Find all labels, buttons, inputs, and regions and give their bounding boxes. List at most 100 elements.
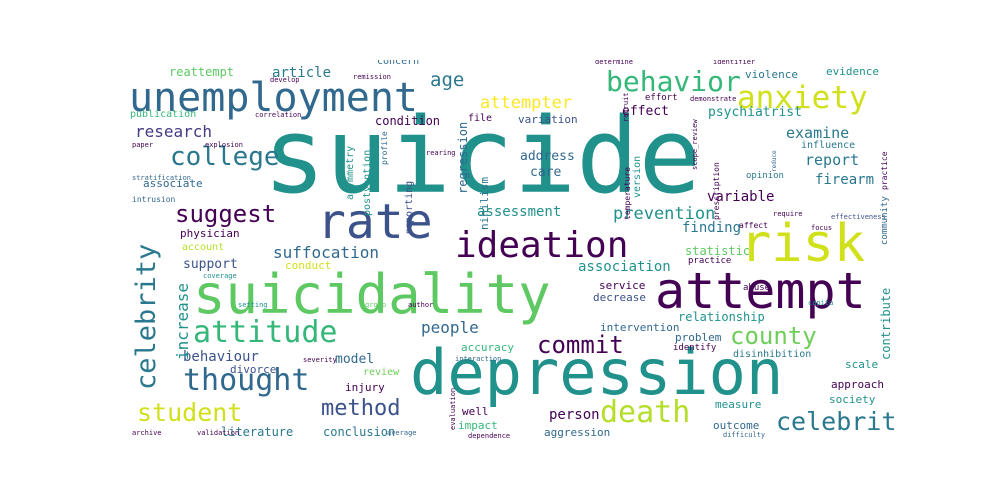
word-reattempt: reattempt (169, 65, 235, 79)
word-setting: focus (811, 224, 833, 232)
word-dependence: dependence (468, 432, 511, 440)
word-associate: associate (143, 177, 203, 190)
word-depression: depression (410, 336, 784, 409)
word-coverage: setting (238, 301, 268, 309)
word-scope-review-vertical: scope_review (691, 119, 699, 170)
word-difficulty: average (387, 429, 417, 437)
word-stratification: stratification (132, 174, 192, 182)
word-disinhibition: disinhibition (733, 349, 812, 360)
word-thought: thought (183, 363, 310, 398)
word-increase-vertical: increase (173, 282, 192, 360)
word-conclusion: conclusion (323, 425, 396, 439)
word-abuse: abuse (743, 283, 771, 293)
word-identify: identify (673, 343, 717, 353)
word-recruit-vertical: recruit (622, 92, 630, 122)
word-divorce: divorce (230, 363, 277, 376)
word-suicide: suicide (263, 95, 702, 217)
word-college: suggest (175, 200, 277, 228)
word-student: commit (537, 331, 624, 359)
word-practice-vertical: practice (880, 151, 889, 190)
word-violence: violence (745, 68, 798, 81)
word-postvention-vertical: postvention (362, 149, 373, 216)
word-behavior: behavior (606, 65, 741, 98)
word-risk: risk (740, 214, 866, 274)
word-scope-review: severity (303, 356, 337, 364)
word-prescription-vertical: prescription (712, 162, 721, 220)
word-archive: validation (197, 429, 240, 437)
word-influence: influence (801, 140, 856, 151)
word-conduct: conduct (285, 259, 332, 272)
word-regression-vertical: regression (456, 121, 470, 194)
word-variable: variable (707, 189, 775, 205)
word-society: society (829, 393, 876, 406)
word-research: research (135, 122, 213, 141)
word-version-vertical: version (632, 155, 643, 198)
word-suggest: student (137, 398, 243, 427)
word-validation: develop (270, 76, 300, 84)
word-impact: impact (458, 419, 498, 432)
word-suffocation: suffocation (273, 243, 379, 262)
word-contribute-vertical: contribute (879, 287, 893, 360)
word-paper: rearing (426, 149, 456, 157)
word-attempt: attempt (655, 262, 866, 320)
word-nihilism-vertical: nihilism (478, 177, 491, 230)
word-reduce: difficulty (723, 431, 766, 439)
word-review: review (363, 367, 400, 378)
word-support: support (183, 257, 238, 272)
word-prevention: prevention (613, 204, 716, 224)
word-attempter: age (430, 69, 465, 91)
word-finding: finding (682, 220, 742, 236)
word-determine: identifier (713, 60, 756, 66)
word-approach: approach (831, 378, 884, 391)
word-completion: effectiveness (831, 213, 886, 221)
word-effectiveness: interaction (455, 355, 502, 363)
word-evaluation-vertical: evaluation (449, 387, 457, 430)
word-scale: scale (845, 358, 879, 371)
word-death: death (600, 395, 691, 430)
word-author: require (773, 210, 803, 218)
word-attitude: attitude (193, 315, 338, 350)
word-model: model (335, 352, 375, 367)
word-well: well (462, 405, 489, 418)
word-measure: measure (715, 398, 762, 411)
word-opinion: opinion (746, 171, 784, 181)
word-reduce-vertical: reduce (771, 150, 778, 172)
word-firearm: firearm (815, 172, 875, 188)
word-statistic: statistic (685, 244, 751, 258)
word-examine: examine (786, 124, 850, 142)
word-service: service (599, 279, 646, 292)
word-method: celebrity (776, 407, 895, 436)
word-publication: publication (130, 109, 197, 120)
word-strategy: effort (645, 93, 678, 103)
word-remission: correlation (255, 111, 302, 119)
word-ideation: ideation (455, 225, 629, 266)
word-temperature-vertical: temperature (623, 167, 632, 220)
word-commit: county (730, 322, 817, 350)
word-injury: injury (345, 381, 385, 394)
word-problem: problem (675, 331, 722, 344)
word-group: author (408, 301, 434, 309)
word-age: college (170, 142, 280, 172)
word-care: care (530, 165, 562, 180)
word-decrease: decrease (593, 291, 646, 304)
word-behaviour: behaviour (183, 349, 259, 365)
word-address: address (520, 149, 575, 164)
word-people: people (421, 318, 479, 337)
word-suicidality: suicidality (193, 263, 551, 326)
word-affect: affect (739, 221, 768, 230)
word-anxiety: anxiety (737, 80, 868, 116)
word-county: method (321, 396, 401, 421)
word-variation: variation (518, 113, 578, 126)
word-file: file (468, 113, 493, 124)
word-demonstrate: determine (595, 60, 633, 66)
word-asymmetry-vertical: asymmetry (345, 145, 356, 200)
word-average: archive (132, 429, 162, 437)
word-celebrity-vertical: celebrity (131, 243, 162, 390)
word-intrusion: intrusion (132, 195, 176, 204)
word-association: association (578, 259, 671, 275)
word-concern: concern (377, 60, 420, 67)
word-capita: coverage (203, 272, 237, 280)
word-community-vertical: community (880, 196, 890, 245)
word-rate: rate (317, 194, 433, 250)
